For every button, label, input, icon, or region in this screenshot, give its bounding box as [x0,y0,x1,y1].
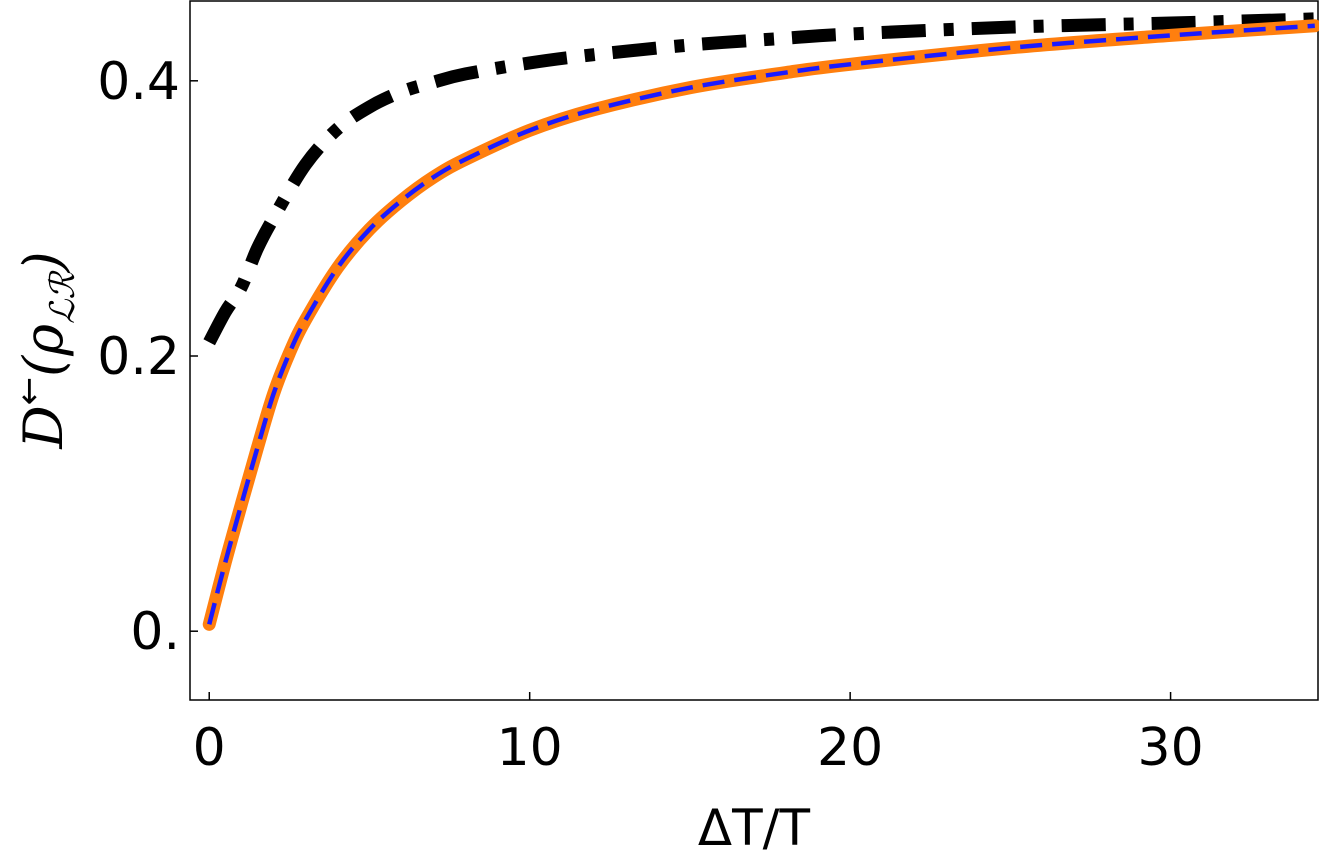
series-layer [202,12,1319,631]
y-axis-title-main: D [12,405,75,449]
y-axis-title: D←(ρℒℛ) [9,251,83,449]
x-tick-label: 30 [1138,718,1204,778]
tick-marks [190,80,1172,700]
y-tick-label: 0.4 [97,52,180,112]
tick-labels: 0 10 20 30 0. 0.2 0.4 [97,52,1203,778]
series-dashed-line [207,23,1315,625]
y-tick-label: 0.2 [97,327,180,387]
x-tick-label: 10 [497,718,563,778]
series-dash-dot-line [203,12,1315,346]
x-tick-label: 20 [817,718,883,778]
series-solid-line [202,19,1319,631]
y-tick-label: 0. [130,602,180,662]
x-axis-title: ΔT/T [698,799,811,857]
y-axis-title-superscript: ← [9,377,49,406]
y-axis-title-open: (ρ [12,324,75,377]
x-tick-label: 0 [193,718,226,778]
plot-frame [189,0,1319,701]
y-axis-title-subscript: ℒℛ [43,270,83,324]
y-axis-title-close: ) [12,251,75,273]
